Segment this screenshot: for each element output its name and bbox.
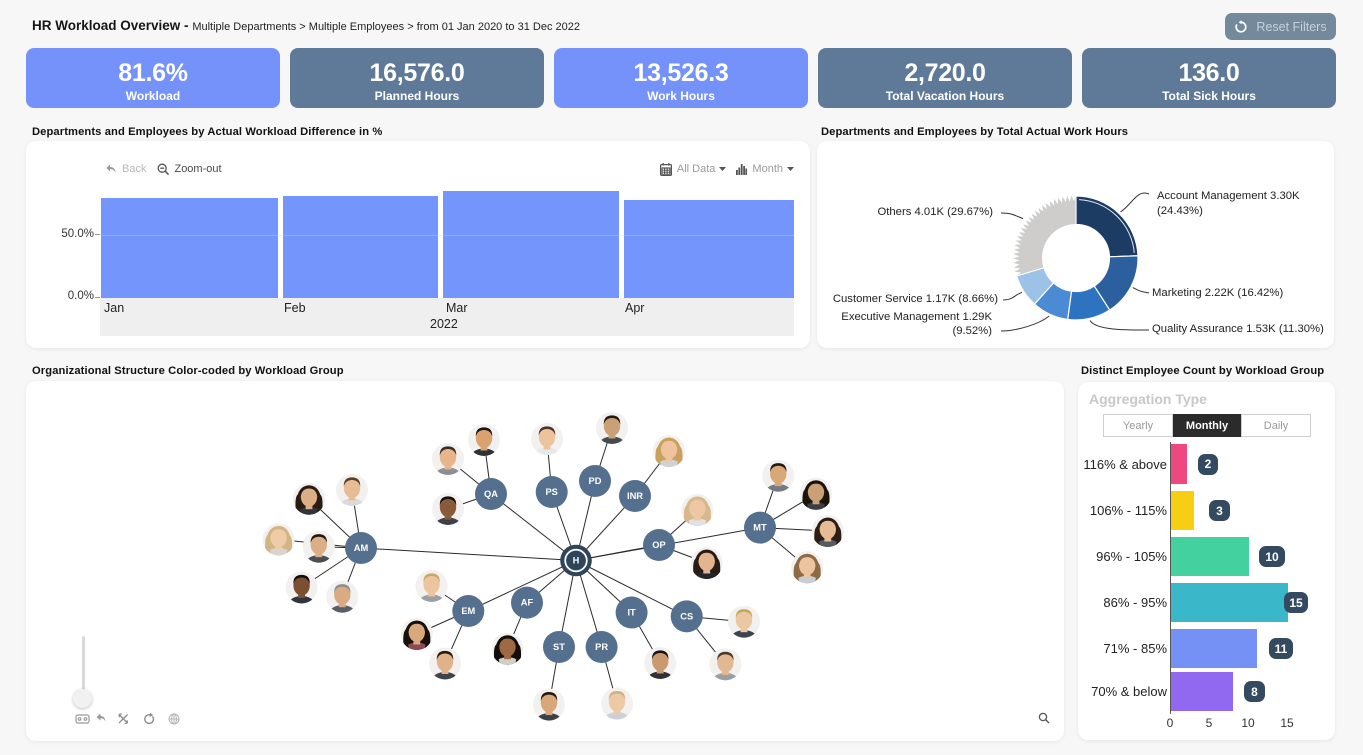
svg-text:QA: QA [484,489,498,499]
svg-text:PR: PR [595,642,608,652]
svg-text:PD: PD [589,476,602,486]
svg-text:ST: ST [553,642,565,652]
svg-text:IT: IT [627,608,636,618]
svg-text:AM: AM [354,543,369,553]
svg-text:CS: CS [680,611,693,621]
svg-text:AF: AF [521,598,534,608]
svg-text:PS: PS [545,487,557,497]
svg-text:H: H [573,556,580,566]
svg-text:INR: INR [627,491,643,501]
svg-text:EM: EM [461,606,475,616]
svg-text:MT: MT [753,523,767,533]
svg-text:OP: OP [652,540,665,550]
